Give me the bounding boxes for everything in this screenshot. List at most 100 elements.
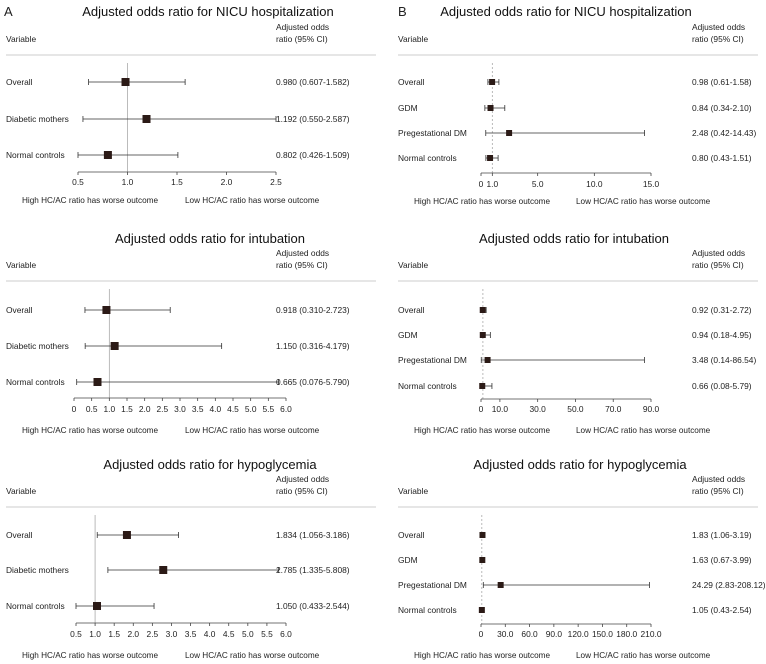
or-value-text: 0.66 (0.08-5.79)	[692, 381, 752, 391]
row-label: Normal controls	[6, 377, 65, 387]
row-label: Overall	[6, 305, 33, 315]
x-tick-label: 90.0	[643, 404, 660, 414]
plot-title: Adjusted odds ratio for hypoglycemia	[103, 457, 317, 472]
or-value-text: 1.050 (0.433-2.544)	[276, 601, 350, 611]
x-tick-label: 2.0	[127, 629, 139, 639]
footer-right: Low HC/AC ratio has worse outcome	[576, 651, 711, 660]
or-point	[489, 79, 496, 85]
footer-left: High HC/AC ratio has worse outcome	[414, 651, 551, 660]
panel-label-b: B	[398, 4, 407, 19]
or-point	[506, 130, 513, 136]
forest-row: GDM 0.94 (0.18-4.95)	[398, 330, 752, 340]
row-label: Normal controls	[398, 381, 457, 391]
row-label: Overall	[6, 530, 33, 540]
or-header-line1: Adjusted odds	[276, 474, 329, 484]
forest-plot-1: Adjusted odds ratio for intubation Variab…	[6, 231, 376, 435]
x-tick-label: 0	[72, 404, 77, 414]
row-label: Normal controls	[6, 150, 65, 160]
or-value-text: 0.98 (0.61-1.58)	[692, 77, 752, 87]
footer-right: Low HC/AC ratio has worse outcome	[185, 426, 320, 435]
footer-right: Low HC/AC ratio has worse outcome	[576, 426, 711, 435]
x-tick-label: 4.0	[210, 404, 222, 414]
or-value-text: 1.192 (0.550-2.587)	[276, 114, 350, 124]
x-tick-label: 3.0	[174, 404, 186, 414]
footer-left: High HC/AC ratio has worse outcome	[414, 426, 551, 435]
or-header-line2: ratio (95% CI)	[692, 34, 744, 44]
panel-label-a: A	[4, 4, 13, 19]
or-point	[479, 383, 486, 389]
x-tick-label: 120.0	[568, 629, 589, 639]
or-header-line1: Adjusted odds	[692, 474, 745, 484]
or-point	[479, 332, 486, 338]
row-label: Overall	[398, 305, 425, 315]
x-tick-label: 210.0	[641, 629, 662, 639]
x-tick-label: 50.0	[567, 404, 584, 414]
or-point	[478, 607, 485, 613]
forest-row: Normal controls 0.80 (0.43-1.51)	[398, 153, 752, 163]
or-point	[121, 78, 130, 86]
variable-header: Variable	[398, 260, 428, 270]
x-tick-label: 1.0	[89, 629, 101, 639]
or-value-text: 1.63 (0.67-3.99)	[692, 555, 752, 565]
x-tick-label: 15.0	[643, 179, 660, 189]
footer-left: High HC/AC ratio has worse outcome	[22, 651, 159, 660]
or-value-text: 3.48 (0.14-86.54)	[692, 355, 756, 365]
footer-right: Low HC/AC ratio has worse outcome	[185, 196, 320, 205]
forest-row: Pregestational DM 2.48 (0.42-14.43)	[398, 128, 756, 138]
x-tick-label: 30.0	[530, 404, 547, 414]
x-tick-label: 4.0	[204, 629, 216, 639]
x-tick-label: 0.5	[70, 629, 82, 639]
x-tick-label: 5.5	[261, 629, 273, 639]
forest-row: Normal controls 1.05 (0.43-2.54)	[398, 605, 752, 615]
x-tick-label: 5.0	[532, 179, 544, 189]
x-tick-label: 150.0	[592, 629, 613, 639]
x-tick-label: 3.5	[185, 629, 197, 639]
or-header-line2: ratio (95% CI)	[692, 486, 744, 496]
row-label: Pregestational DM	[398, 580, 467, 590]
or-header-line1: Adjusted odds	[692, 22, 745, 32]
row-label: Diabetic mothers	[6, 341, 69, 351]
or-header-line2: ratio (95% CI)	[276, 486, 328, 496]
x-tick-label: 3.5	[192, 404, 204, 414]
x-tick-label: 5.5	[263, 404, 275, 414]
forest-row: Normal controls 0.665 (0.076-5.790)	[6, 377, 350, 387]
x-tick-label: 0	[479, 179, 484, 189]
or-header-line1: Adjusted odds	[276, 22, 329, 32]
or-value-text: 1.05 (0.43-2.54)	[692, 605, 752, 615]
row-label: Pregestational DM	[398, 355, 467, 365]
x-tick-label: 30.0	[497, 629, 514, 639]
or-header-line1: Adjusted odds	[276, 248, 329, 258]
row-label: Pregestational DM	[398, 128, 467, 138]
or-value-text: 24.29 (2.83-208.12)	[692, 580, 766, 590]
x-tick-label: 0.5	[72, 177, 84, 187]
x-tick-label: 180.0	[616, 629, 637, 639]
or-point	[497, 582, 504, 588]
forest-row: Diabetic mothers 1.192 (0.550-2.587)	[6, 114, 350, 124]
variable-header: Variable	[398, 486, 428, 496]
x-tick-label: 2.5	[147, 629, 159, 639]
plot-title: Adjusted odds ratio for intubation	[479, 231, 669, 246]
or-point	[487, 155, 494, 161]
or-value-text: 1.83 (1.06-3.19)	[692, 530, 752, 540]
footer-right: Low HC/AC ratio has worse outcome	[185, 651, 320, 660]
or-point	[110, 342, 119, 350]
or-value-text: 0.84 (0.34-2.10)	[692, 103, 752, 113]
x-tick-label: 70.0	[605, 404, 622, 414]
forest-plot-5: Adjusted odds ratio for hypoglycemia Vari…	[398, 457, 766, 660]
x-tick-label: 5.0	[242, 629, 254, 639]
or-value-text: 0.802 (0.426-1.509)	[276, 150, 350, 160]
forest-row: Overall 0.92 (0.31-2.72)	[398, 305, 752, 315]
x-tick-label: 2.0	[139, 404, 151, 414]
row-label: Diabetic mothers	[6, 565, 69, 575]
plot-title: Adjusted odds ratio for NICU hospitaliza…	[82, 4, 333, 19]
x-tick-label: 10.0	[586, 179, 603, 189]
plot-title: Adjusted odds ratio for intubation	[115, 231, 305, 246]
forest-plot-2: Adjusted odds ratio for hypoglycemia Vari…	[6, 457, 376, 660]
footer-right: Low HC/AC ratio has worse outcome	[576, 197, 711, 206]
footer-left: High HC/AC ratio has worse outcome	[22, 426, 159, 435]
or-point	[142, 115, 151, 123]
or-point	[479, 532, 486, 538]
row-label: Overall	[398, 530, 425, 540]
forest-plot-0: Adjusted odds ratio for NICU hospitaliza…	[6, 4, 376, 205]
x-tick-label: 6.0	[280, 629, 292, 639]
